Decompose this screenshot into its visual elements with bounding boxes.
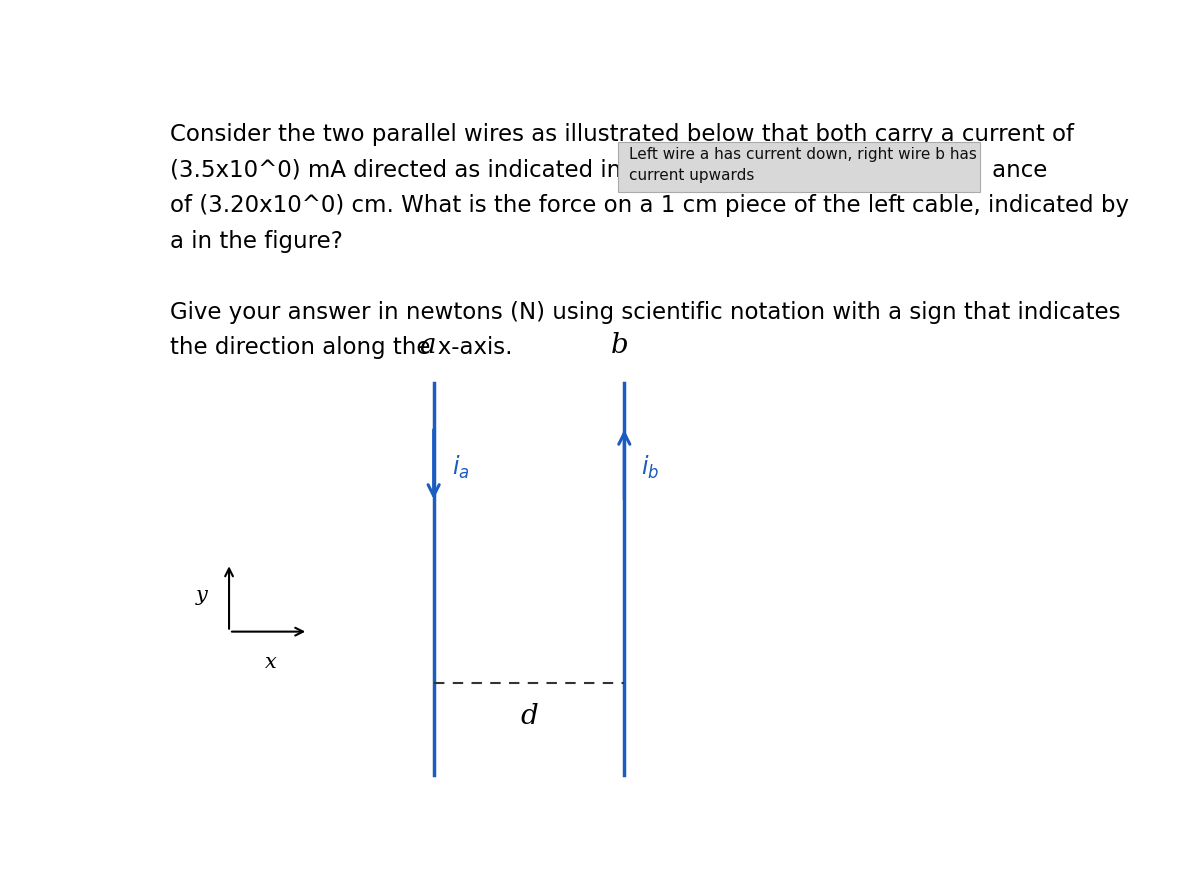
- Text: (3.5x10^0) mA directed as indicated in the fig                                  : (3.5x10^0) mA directed as indicated in t…: [170, 159, 1048, 182]
- Text: x: x: [265, 654, 277, 672]
- Text: b: b: [611, 331, 629, 359]
- Text: y: y: [196, 586, 208, 605]
- Text: a: a: [419, 331, 436, 359]
- Text: $i_b$: $i_b$: [641, 455, 659, 481]
- Text: the direction along the x-axis.: the direction along the x-axis.: [170, 336, 512, 359]
- Text: d: d: [521, 703, 539, 730]
- Text: of (3.20x10^0) cm. What is the force on a 1 cm piece of the left cable, indicate: of (3.20x10^0) cm. What is the force on …: [170, 194, 1129, 217]
- Text: $i_a$: $i_a$: [452, 455, 470, 481]
- FancyBboxPatch shape: [618, 143, 979, 191]
- Text: Consider the two parallel wires as illustrated below that both carry a current o: Consider the two parallel wires as illus…: [170, 123, 1074, 146]
- Text: Give your answer in newtons (N) using scientific notation with a sign that indic: Give your answer in newtons (N) using sc…: [170, 300, 1121, 323]
- Text: a in the figure?: a in the figure?: [170, 229, 343, 253]
- Text: Left wire a has current down, right wire b has
current upwards: Left wire a has current down, right wire…: [629, 146, 977, 183]
